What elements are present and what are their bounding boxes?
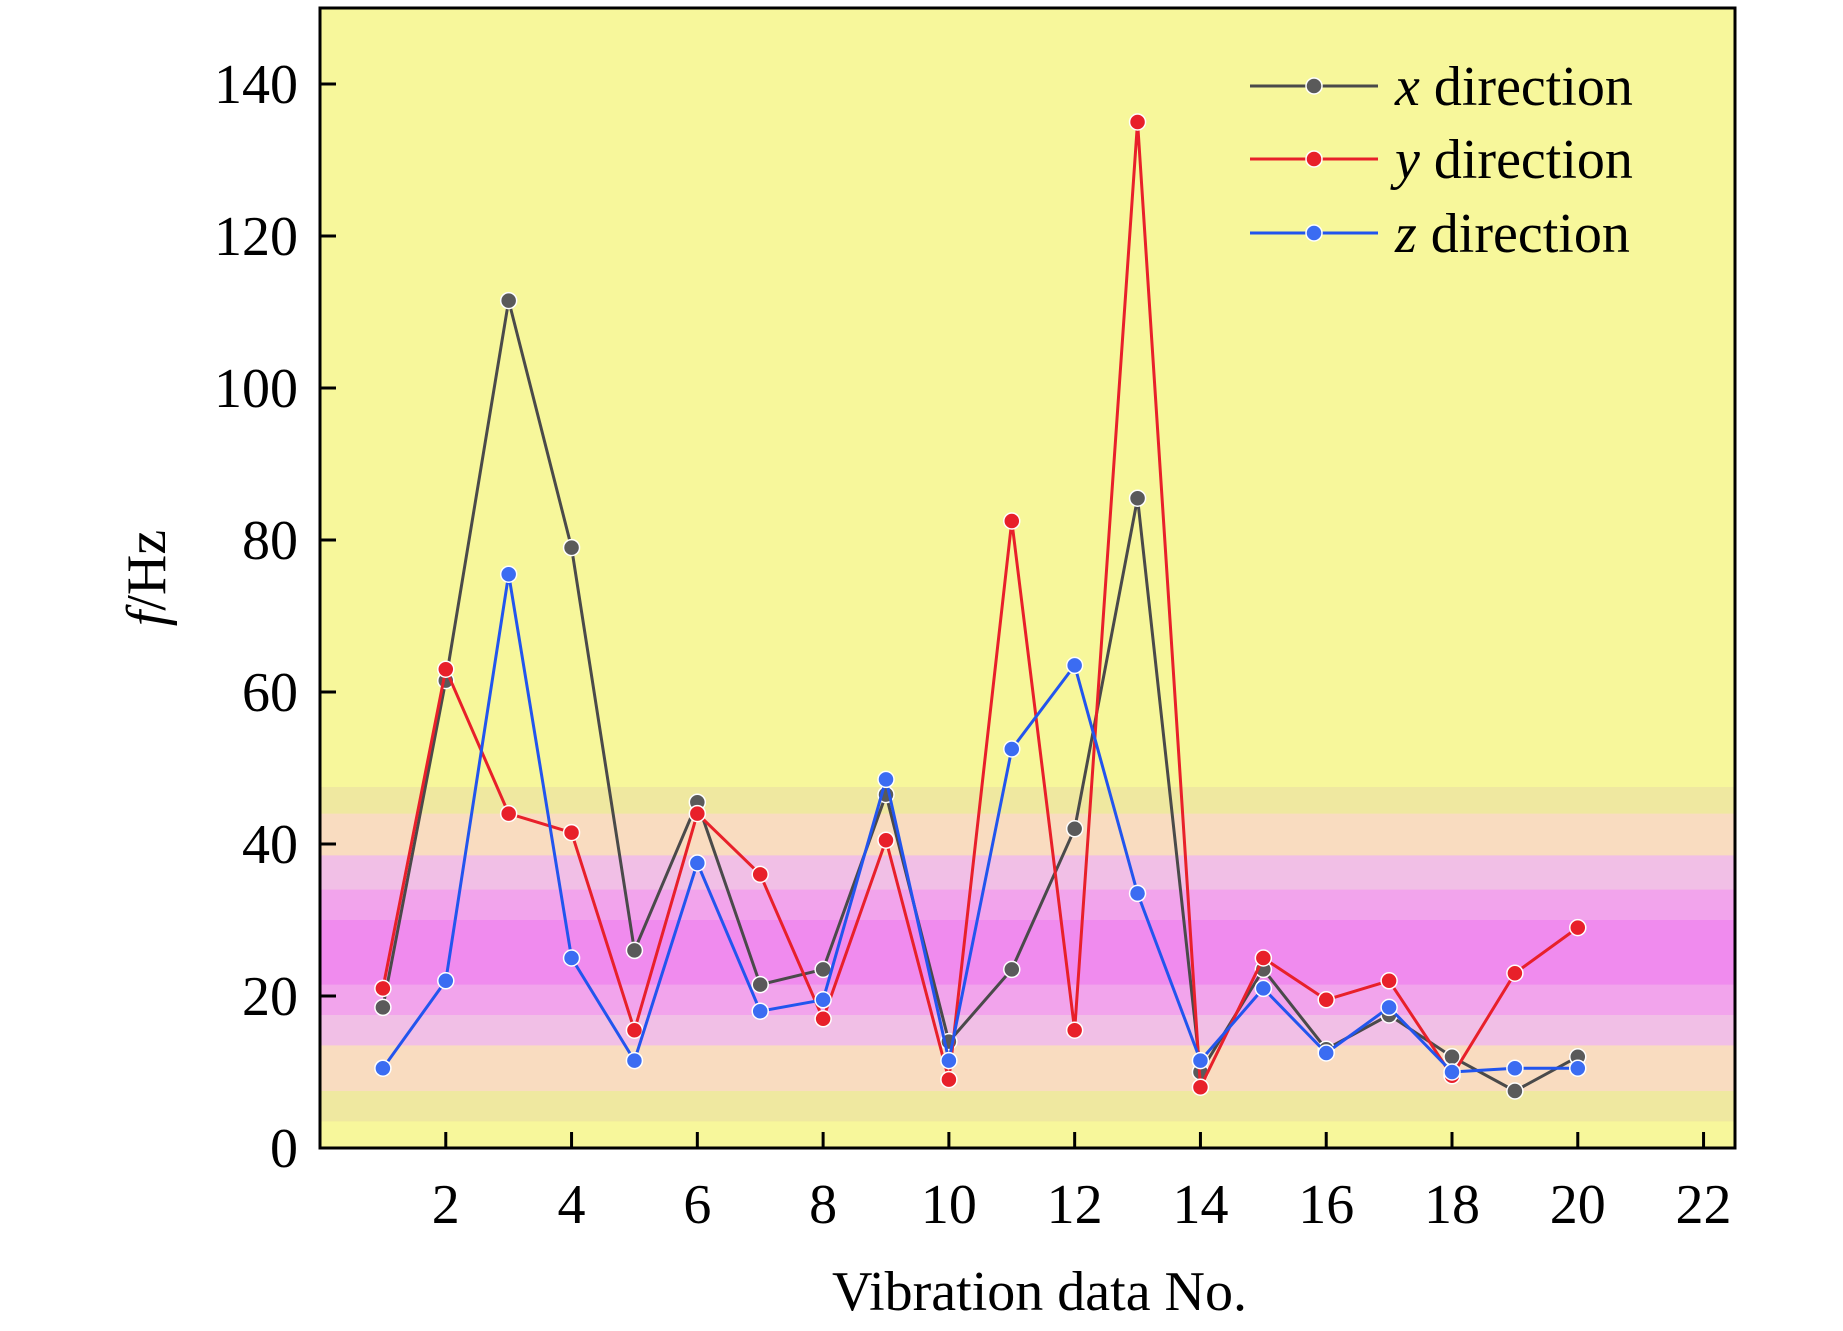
plot-frame: [318, 6, 1737, 1150]
series-z-point: [1569, 1059, 1587, 1077]
legend-item-z: z direction: [1250, 203, 1630, 265]
legend-label-variable: y: [1390, 129, 1420, 191]
x-tick-label: 4: [558, 1174, 586, 1236]
series-z-point: [437, 972, 455, 990]
x-tick-label: 22: [1676, 1174, 1732, 1236]
series-y-point: [1254, 949, 1273, 967]
series-x-line: [381, 299, 1579, 1093]
x-tick-label: 10: [921, 1174, 977, 1236]
series-y-point: [1506, 964, 1524, 982]
series-y-point: [688, 804, 707, 823]
series-y-point: [1003, 512, 1021, 530]
series-z-point: [751, 1002, 769, 1020]
legend-swatch-marker: [1305, 150, 1323, 168]
legend-label-text: direction: [1417, 203, 1630, 265]
series-y-point: [1065, 1021, 1084, 1039]
y-tick-label: 140: [214, 54, 298, 116]
series-z-point: [1506, 1059, 1524, 1077]
legend-item-y: y direction: [1250, 129, 1633, 191]
series-y-point: [1317, 991, 1335, 1009]
legend-label-variable: x: [1394, 56, 1420, 118]
series-z-line: [381, 572, 1578, 1074]
series-x-point: [1065, 820, 1084, 838]
series-y-point: [499, 804, 518, 823]
plot-area: [320, 8, 1735, 1148]
series-x-point: [499, 291, 518, 310]
series-x-point: [1003, 960, 1021, 979]
y-tick-label: 60: [242, 662, 298, 724]
series-z: [374, 565, 1587, 1081]
series-x-point: [374, 998, 392, 1017]
series-x-point: [625, 941, 644, 960]
y-tick-label: 100: [214, 358, 298, 420]
x-axis-title: Vibration data No.: [832, 1261, 1247, 1323]
y-tick-label: 20: [242, 966, 298, 1028]
series-z-point: [625, 1051, 644, 1070]
series-z-point: [1003, 740, 1021, 758]
y-axis-title: f/Hz: [116, 530, 178, 626]
series-y-point: [1569, 918, 1587, 937]
x-tick-label: 12: [1047, 1174, 1103, 1236]
series-y-point: [814, 1010, 832, 1028]
legend-label-text: direction: [1420, 129, 1633, 191]
series-z-point: [562, 949, 581, 967]
series-x-point: [1128, 489, 1147, 507]
series-y-point: [1128, 113, 1147, 131]
series-layer: [374, 113, 1587, 1100]
y-axis-unit: /Hz: [116, 530, 178, 611]
series-y-point: [1191, 1078, 1210, 1096]
legend-swatch-marker: [1305, 224, 1323, 242]
series-x-point: [1443, 1048, 1461, 1066]
background-bands: [320, 787, 1735, 1122]
series-z-point: [877, 770, 895, 789]
series-z-point: [1065, 656, 1084, 675]
series-y-point: [437, 660, 455, 678]
legend-item-x: x direction: [1250, 56, 1633, 118]
series-y-point: [1380, 972, 1398, 990]
series-z-point: [374, 1059, 392, 1077]
y-tick-label: 120: [214, 206, 298, 268]
series-z-point: [940, 1051, 958, 1070]
series-x-point: [562, 538, 581, 557]
series-z-point: [1191, 1051, 1210, 1070]
legend-label: y direction: [1390, 129, 1633, 191]
x-tick-label: 6: [683, 1174, 711, 1236]
series-y-point: [751, 865, 769, 884]
series-z-point: [1317, 1044, 1335, 1062]
series-y-point: [374, 979, 392, 998]
legend-label: z direction: [1394, 203, 1630, 265]
x-tick-label: 20: [1550, 1174, 1606, 1236]
y-tick-label: 40: [242, 814, 298, 876]
legend-label-text: direction: [1420, 56, 1633, 118]
series-y-point: [625, 1021, 644, 1039]
series-x-point: [751, 975, 769, 994]
series-y: [374, 113, 1587, 1096]
series-y-point: [877, 831, 895, 849]
series-y-point: [562, 823, 581, 842]
y-axis: 0 20 40 60 80 100 120 140: [214, 54, 336, 1180]
series-z-point: [1128, 884, 1147, 903]
series-z-point: [814, 991, 832, 1009]
y-tick-label: 0: [270, 1118, 298, 1180]
series-z-point: [1443, 1063, 1461, 1081]
legend-label: x direction: [1394, 56, 1633, 118]
legend-label-variable: z: [1394, 203, 1417, 265]
x-axis: 2 4 6 8 10 12 14 16 18 20 22: [432, 1132, 1732, 1236]
series-z-point: [1254, 979, 1273, 998]
x-tick-label: 18: [1424, 1174, 1480, 1236]
legend-swatch-marker: [1305, 77, 1323, 95]
series-z-point: [1380, 998, 1398, 1017]
series-y-line: [381, 120, 1579, 1089]
series-x-point: [1506, 1082, 1524, 1100]
series-y-point: [940, 1070, 958, 1089]
x-tick-label: 8: [809, 1174, 837, 1236]
series-z-point: [499, 565, 518, 583]
x-tick-label: 16: [1298, 1174, 1354, 1236]
y-tick-label: 80: [242, 510, 298, 572]
series-z-point: [688, 854, 707, 872]
x-tick-label: 2: [432, 1174, 460, 1236]
x-tick-label: 14: [1172, 1174, 1228, 1236]
